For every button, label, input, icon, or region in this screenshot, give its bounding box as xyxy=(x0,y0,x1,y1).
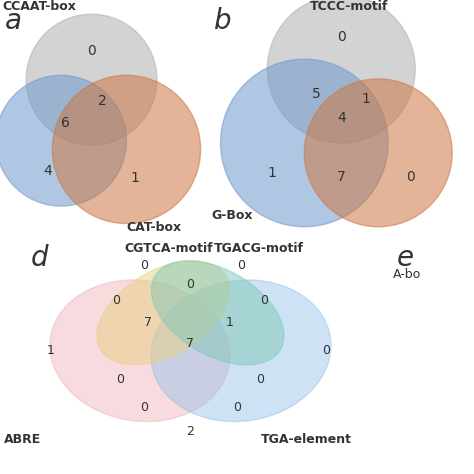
Circle shape xyxy=(0,75,127,206)
Text: 1: 1 xyxy=(46,344,55,357)
Text: a: a xyxy=(4,8,21,36)
Text: 6: 6 xyxy=(61,116,70,130)
Text: 0: 0 xyxy=(140,401,148,414)
Text: TGA-element: TGA-element xyxy=(260,433,351,446)
Text: 7: 7 xyxy=(144,316,152,329)
Text: ABRE: ABRE xyxy=(4,433,41,446)
Text: 2: 2 xyxy=(98,94,107,109)
Text: 0: 0 xyxy=(322,344,330,357)
Circle shape xyxy=(304,79,452,227)
Text: d: d xyxy=(31,244,49,272)
Text: 0: 0 xyxy=(140,259,148,272)
Circle shape xyxy=(220,59,388,227)
Text: TGACG-motif: TGACG-motif xyxy=(214,242,304,255)
Text: 0: 0 xyxy=(186,278,194,291)
Text: TCCC-motif: TCCC-motif xyxy=(310,0,388,13)
Text: 4: 4 xyxy=(44,164,52,178)
Text: 7: 7 xyxy=(337,171,346,184)
Text: 0: 0 xyxy=(233,401,241,414)
Ellipse shape xyxy=(97,261,229,365)
Text: 7: 7 xyxy=(186,337,194,350)
Text: 0: 0 xyxy=(237,259,245,272)
Text: 1: 1 xyxy=(362,91,370,106)
Text: b: b xyxy=(214,8,231,36)
Text: 0: 0 xyxy=(260,294,268,308)
Text: 1: 1 xyxy=(225,316,233,329)
Text: 0: 0 xyxy=(337,30,346,44)
Text: 0: 0 xyxy=(117,373,125,386)
Text: G-Box: G-Box xyxy=(211,209,253,222)
Text: 0: 0 xyxy=(113,294,120,308)
Text: e: e xyxy=(397,244,414,272)
Text: 5: 5 xyxy=(312,87,321,100)
Text: CGTCA-motif: CGTCA-motif xyxy=(124,242,213,255)
Circle shape xyxy=(52,75,201,224)
Ellipse shape xyxy=(50,280,230,421)
Ellipse shape xyxy=(151,261,284,365)
Text: 0: 0 xyxy=(87,44,96,58)
Text: 1: 1 xyxy=(268,165,277,180)
Circle shape xyxy=(267,0,415,143)
Text: 0: 0 xyxy=(256,373,264,386)
Text: 0: 0 xyxy=(406,171,415,184)
Text: CAT-box: CAT-box xyxy=(127,221,182,234)
Text: CCAAT-box: CCAAT-box xyxy=(2,0,76,13)
Text: 4: 4 xyxy=(337,111,346,125)
Circle shape xyxy=(26,14,157,145)
Text: A-bo: A-bo xyxy=(393,268,421,281)
Text: 2: 2 xyxy=(186,425,194,438)
Ellipse shape xyxy=(151,280,331,421)
Text: 1: 1 xyxy=(131,171,140,185)
